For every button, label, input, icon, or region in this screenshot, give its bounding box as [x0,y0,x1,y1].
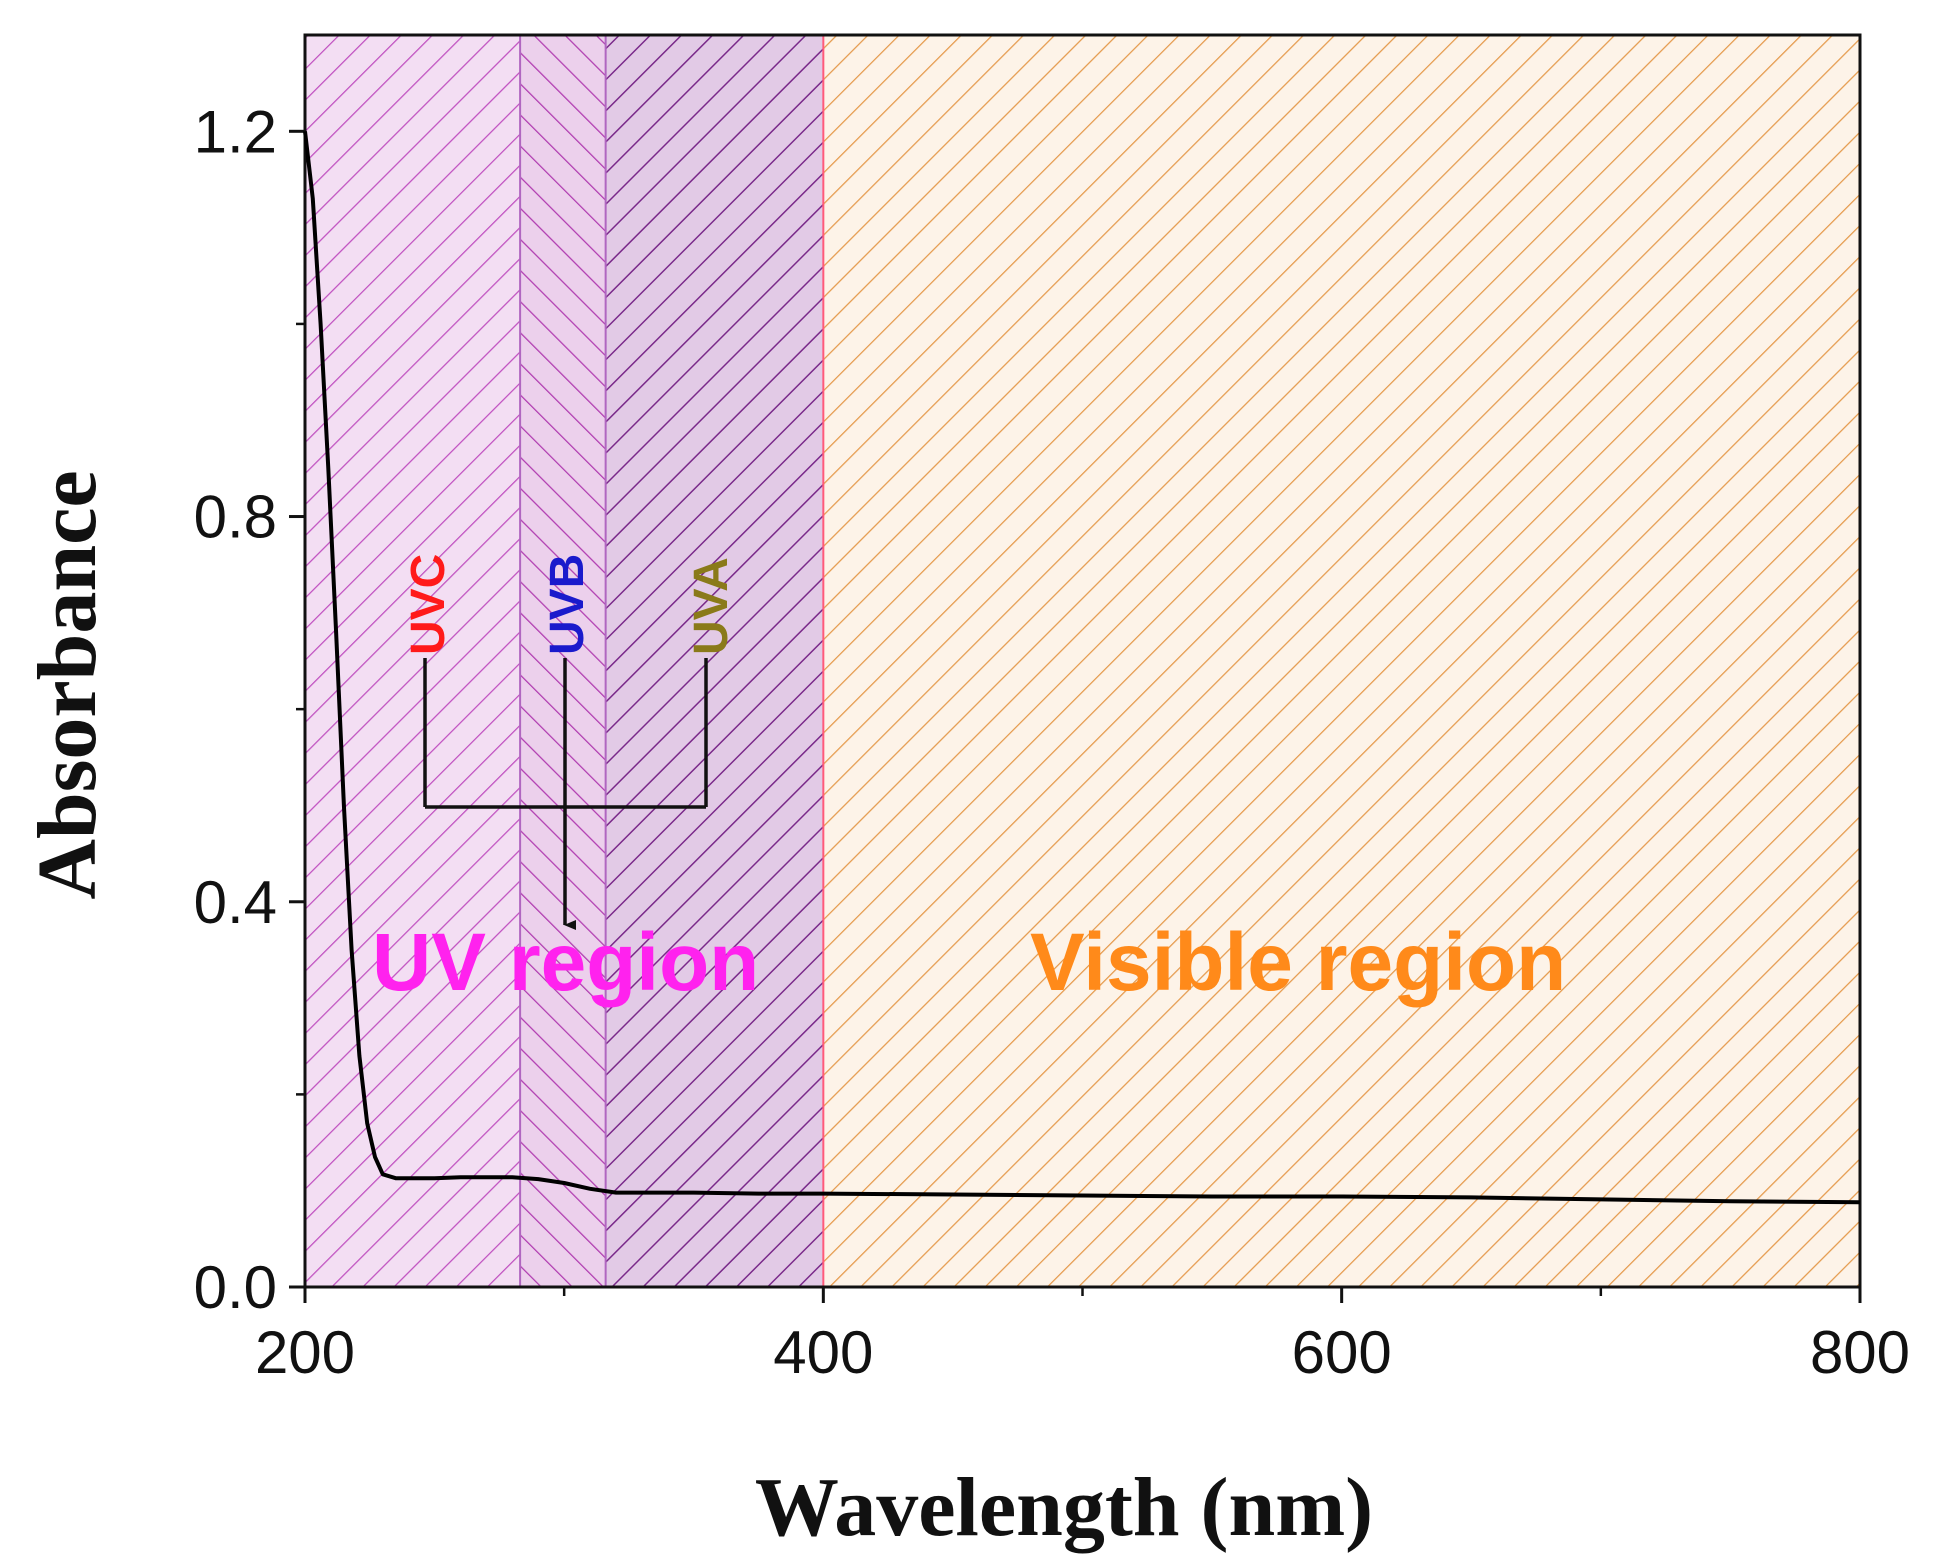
uv-region-label: UV region [372,917,759,1008]
x-tick-label: 600 [1292,1319,1392,1386]
region-uvc [305,35,521,1287]
spectral-regions [305,35,1861,1287]
series-layer [303,131,1861,1205]
axes: 200 400 600 800 0.0 0.4 0.8 1.2 [194,33,1910,1386]
region-visible [823,35,1861,1287]
uva-label: UVA [685,557,738,655]
visible-region-label: Visible region [1030,917,1566,1008]
x-axis-title: Wavelength (nm) [755,1461,1373,1554]
y-tick-label: 1.2 [194,98,277,165]
uvc-label: UVC [402,554,455,655]
region-uva [605,35,824,1287]
band-annotations: UVC UVB UVA UV region Visible region [372,554,1566,1008]
x-tick-label: 400 [773,1319,873,1386]
y-tick-label: 0.8 [194,484,277,551]
absorbance-line [303,131,1861,1205]
y-tick-label: 0.4 [194,869,277,936]
x-tick-label: 200 [255,1319,355,1386]
x-tick-label: 800 [1810,1319,1910,1386]
y-tick-label: 0.0 [194,1254,277,1321]
y-axis-title: Absorbance [21,470,114,899]
region-uvb [520,35,606,1287]
uvb-label: UVB [541,554,594,655]
